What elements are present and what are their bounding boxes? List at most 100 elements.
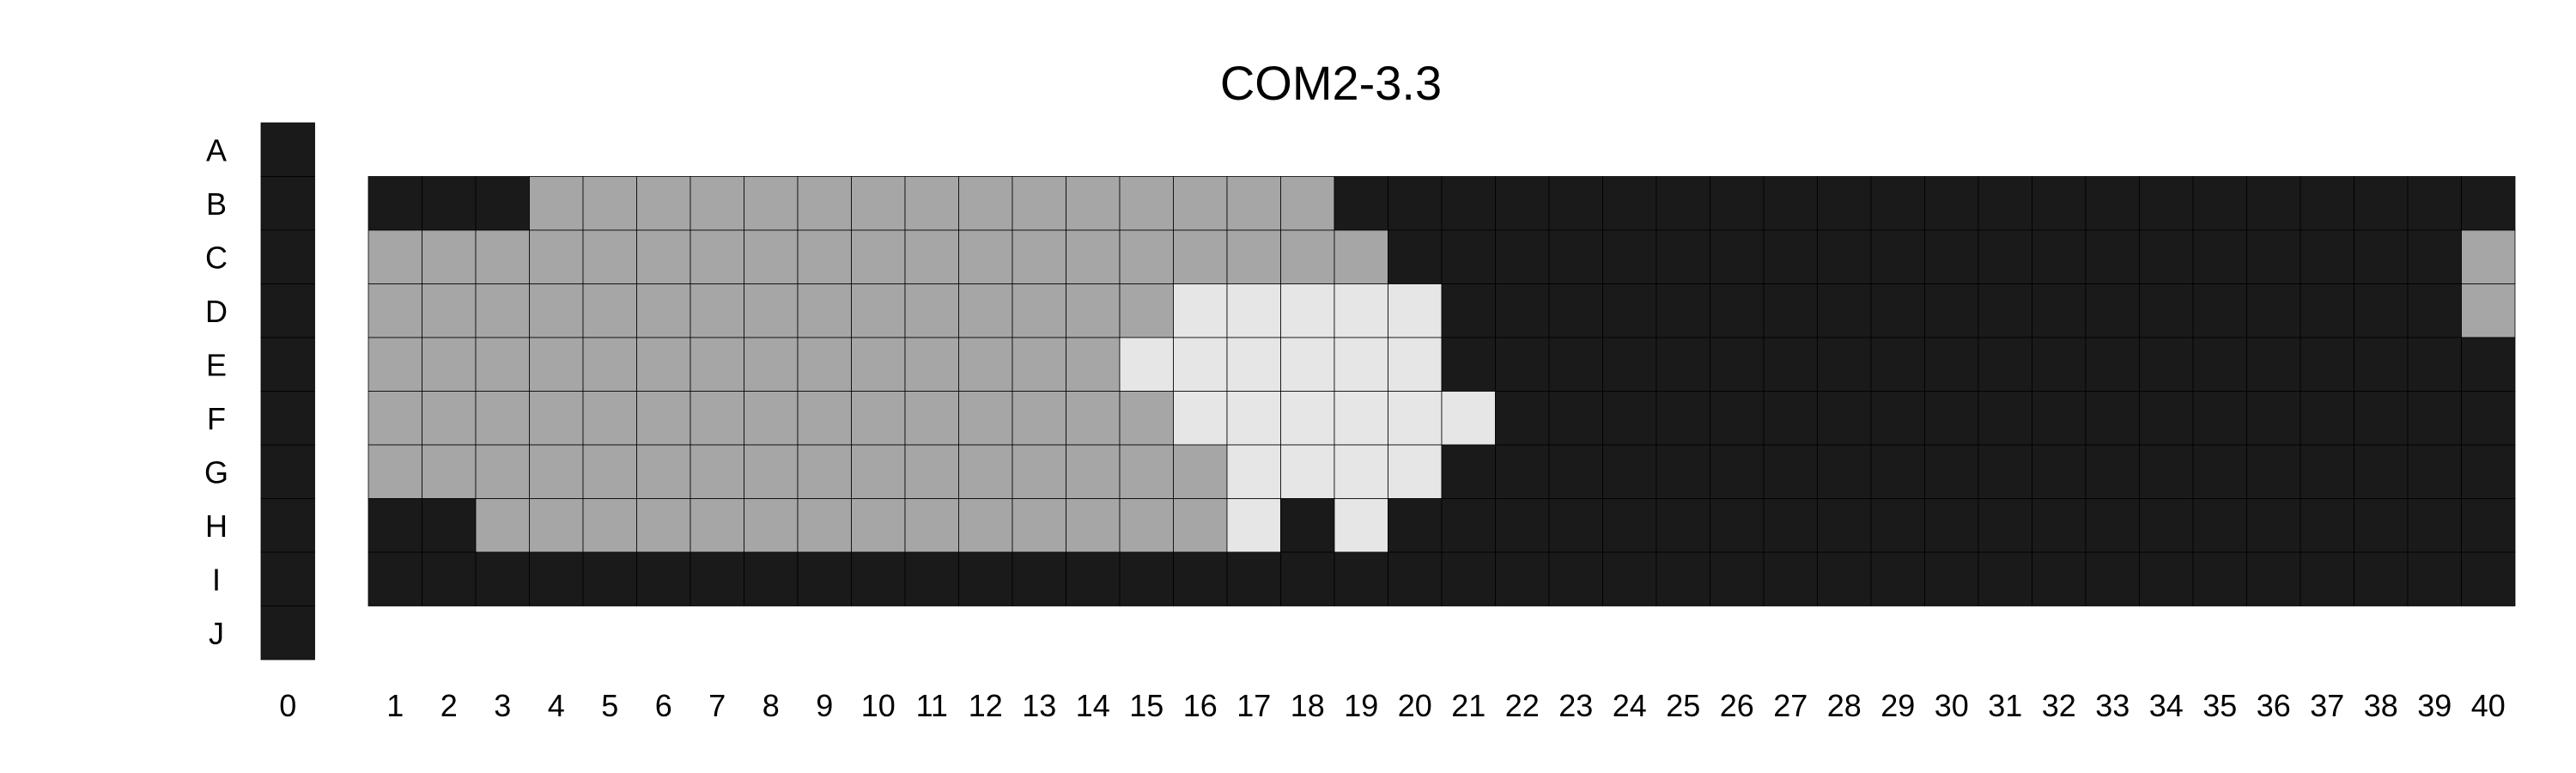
- column-label-13: 13: [1022, 688, 1056, 723]
- column-label-37: 37: [2310, 688, 2344, 723]
- cell-g-11: [904, 444, 959, 499]
- cell-c-11: [904, 229, 959, 284]
- cell-c-1: [368, 229, 422, 284]
- cell-g-6: [636, 444, 691, 499]
- cell-g-24: [1602, 444, 1657, 499]
- cell-f-38: [2354, 391, 2409, 446]
- cell-g-31: [1978, 444, 2032, 499]
- cell-d-23: [1548, 283, 1603, 338]
- cell-b-3: [475, 176, 530, 231]
- column-label-33: 33: [2095, 688, 2129, 723]
- cell-h-40: [2461, 498, 2516, 553]
- cell-b-7: [690, 176, 744, 231]
- column-label-31: 31: [1988, 688, 2022, 723]
- cell-d-5: [582, 283, 637, 338]
- cell-g-3: [475, 444, 530, 499]
- cell-d-13: [1012, 283, 1066, 338]
- cell-d-9: [797, 283, 852, 338]
- cell-f-37: [2300, 391, 2354, 446]
- cell-f-3: [475, 391, 530, 446]
- cell-c-13: [1012, 229, 1066, 284]
- cell-h-36: [2246, 498, 2301, 553]
- column-label-38: 38: [2364, 688, 2398, 723]
- cell-d-28: [1817, 283, 1872, 338]
- cell-f-14: [1066, 391, 1121, 446]
- cell-b-4: [529, 176, 584, 231]
- cell-i-4: [529, 551, 584, 606]
- cell-c-31: [1978, 229, 2032, 284]
- cell-i-34: [2139, 551, 2194, 606]
- cell-d-10: [851, 283, 906, 338]
- cell-d-35: [2192, 283, 2247, 338]
- column-label-3: 3: [494, 688, 511, 723]
- cell-g-38: [2354, 444, 2409, 499]
- cell-d-25: [1656, 283, 1710, 338]
- cell-e-21: [1441, 337, 1496, 392]
- cell-b-28: [1817, 176, 1872, 231]
- cell-g-27: [1763, 444, 1818, 499]
- cell-h-2: [422, 498, 477, 553]
- cell-d-30: [1924, 283, 1979, 338]
- cell-c-34: [2139, 229, 2194, 284]
- cell-f-18: [1280, 391, 1335, 446]
- column-label-1: 1: [386, 688, 404, 723]
- cell-b-0: [260, 176, 315, 231]
- cell-g-37: [2300, 444, 2354, 499]
- cell-g-15: [1119, 444, 1174, 499]
- cell-e-2: [422, 337, 477, 392]
- cell-b-31: [1978, 176, 2032, 231]
- column-label-21: 21: [1451, 688, 1485, 723]
- cell-h-37: [2300, 498, 2354, 553]
- cell-e-13: [1012, 337, 1066, 392]
- cell-c-39: [2407, 229, 2462, 284]
- cell-f-36: [2246, 391, 2301, 446]
- cell-d-15: [1119, 283, 1174, 338]
- cell-b-35: [2192, 176, 2247, 231]
- cell-e-23: [1548, 337, 1603, 392]
- column-label-6: 6: [655, 688, 672, 723]
- cell-g-23: [1548, 444, 1603, 499]
- cell-e-31: [1978, 337, 2032, 392]
- column-label-34: 34: [2149, 688, 2184, 723]
- column-0-strip: [260, 122, 315, 660]
- cell-i-7: [690, 551, 744, 606]
- cell-e-38: [2354, 337, 2409, 392]
- cell-d-29: [1870, 283, 1925, 338]
- column-label-2: 2: [440, 688, 458, 723]
- cell-f-32: [2032, 391, 2087, 446]
- cell-h-30: [1924, 498, 1979, 553]
- cell-i-21: [1441, 551, 1496, 606]
- cell-c-40: [2461, 229, 2516, 284]
- cell-f-40: [2461, 391, 2516, 446]
- cell-b-30: [1924, 176, 1979, 231]
- cell-i-36: [2246, 551, 2301, 606]
- cell-f-13: [1012, 391, 1066, 446]
- cell-c-10: [851, 229, 906, 284]
- cell-c-38: [2354, 229, 2409, 284]
- cell-b-9: [797, 176, 852, 231]
- cell-a-0: [260, 122, 315, 177]
- cell-f-28: [1817, 391, 1872, 446]
- cell-g-19: [1334, 444, 1388, 499]
- cell-c-36: [2246, 229, 2301, 284]
- cell-c-12: [958, 229, 1013, 284]
- cell-d-34: [2139, 283, 2194, 338]
- cell-g-26: [1710, 444, 1765, 499]
- cell-e-18: [1280, 337, 1335, 392]
- cell-c-37: [2300, 229, 2354, 284]
- cell-f-24: [1602, 391, 1657, 446]
- cell-c-2: [422, 229, 477, 284]
- cell-f-22: [1495, 391, 1550, 446]
- cell-d-37: [2300, 283, 2354, 338]
- cell-f-7: [690, 391, 744, 446]
- column-label-8: 8: [762, 688, 780, 723]
- cell-f-29: [1870, 391, 1925, 446]
- cell-c-29: [1870, 229, 1925, 284]
- column-label-11: 11: [916, 688, 948, 723]
- cell-e-40: [2461, 337, 2516, 392]
- cell-h-17: [1226, 498, 1281, 553]
- cell-b-11: [904, 176, 959, 231]
- cell-d-0: [260, 283, 315, 338]
- cell-h-23: [1548, 498, 1603, 553]
- cell-h-31: [1978, 498, 2032, 553]
